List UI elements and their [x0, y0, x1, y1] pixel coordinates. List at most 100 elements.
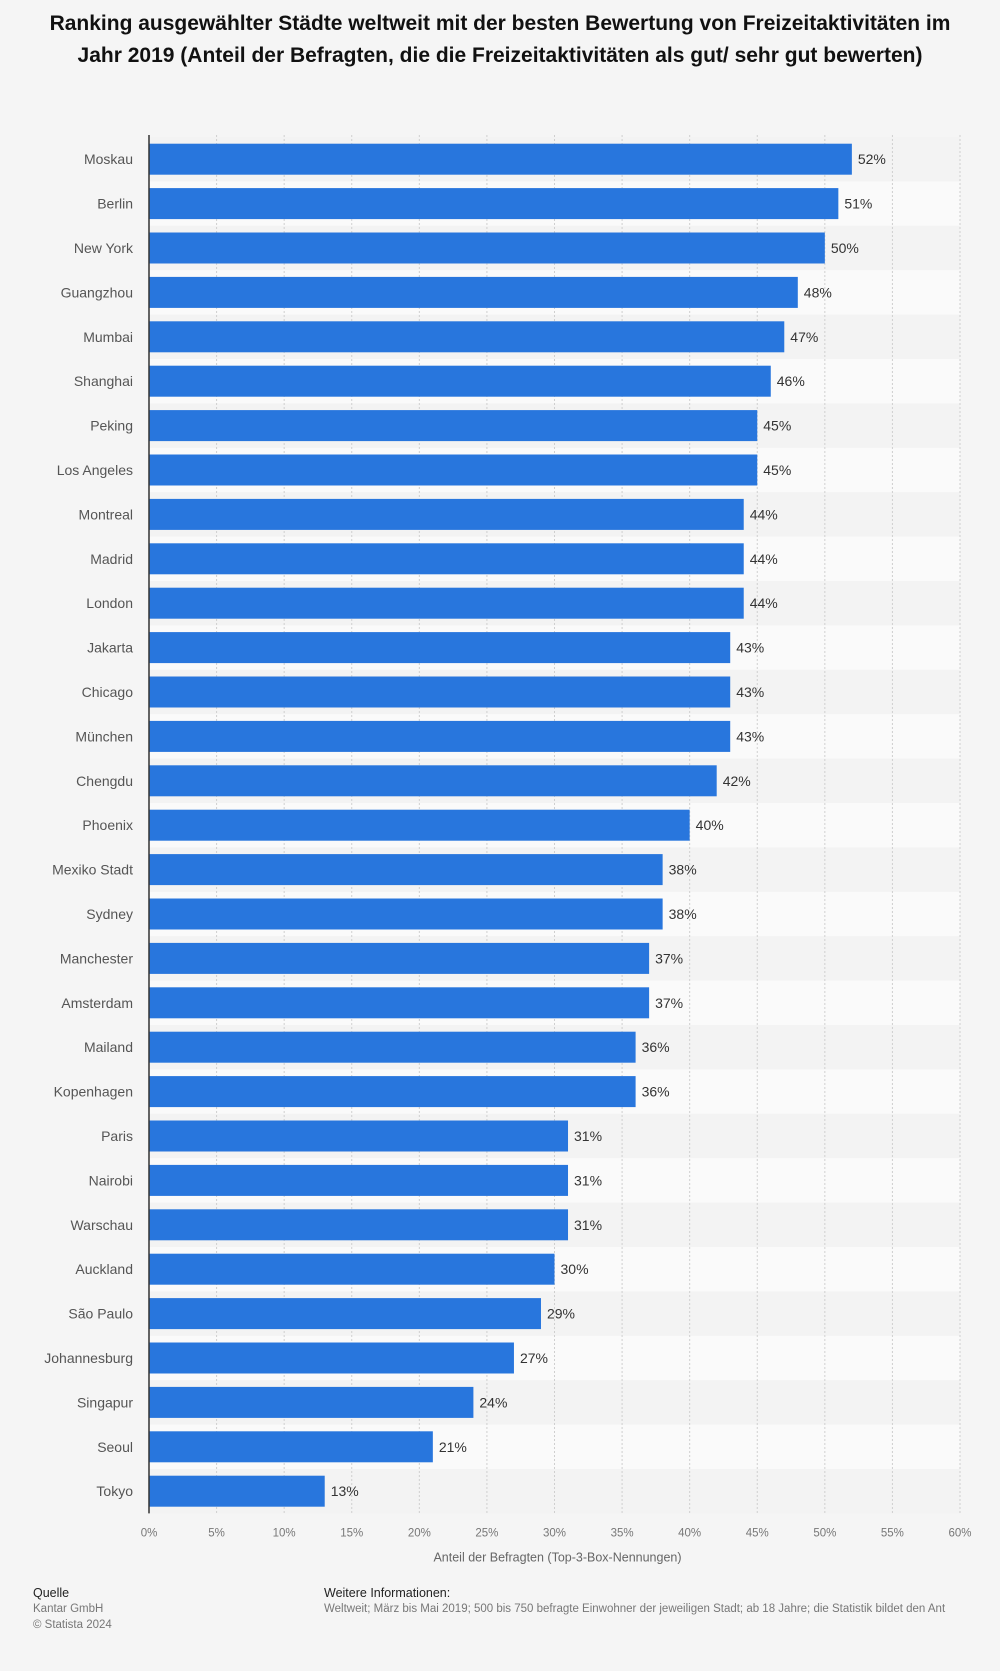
- category-label: Sydney: [86, 906, 133, 922]
- value-label: 30%: [561, 1261, 589, 1277]
- category-label: Mailand: [84, 1039, 133, 1055]
- x-tick-label: 15%: [340, 1527, 363, 1539]
- bar: [149, 1342, 514, 1374]
- value-label: 37%: [655, 995, 683, 1011]
- value-label: 40%: [696, 817, 724, 833]
- value-label: 29%: [547, 1306, 575, 1322]
- category-label: Los Angeles: [57, 462, 133, 478]
- x-axis-title: Anteil der Befragten (Top-3-Box-Nennunge…: [433, 1550, 681, 1564]
- bar: [149, 809, 690, 841]
- category-label: Guangzhou: [61, 284, 133, 300]
- chart-title: Ranking ausgewählter Städte weltweit mit…: [49, 12, 951, 67]
- x-tick-label: 45%: [746, 1527, 769, 1539]
- bar: [149, 1475, 325, 1507]
- x-tick-label: 40%: [678, 1527, 701, 1539]
- bar: [149, 1253, 555, 1285]
- value-label: 46%: [777, 373, 805, 389]
- category-label: London: [86, 595, 133, 611]
- value-label: 44%: [750, 506, 778, 522]
- bar: [149, 1120, 569, 1152]
- value-label: 38%: [669, 906, 697, 922]
- value-label: 48%: [804, 284, 832, 300]
- category-label: Berlin: [97, 196, 133, 212]
- value-label: 31%: [574, 1128, 602, 1144]
- value-label: 13%: [331, 1483, 359, 1499]
- value-label: 27%: [520, 1350, 548, 1366]
- category-label: Shanghai: [74, 373, 133, 389]
- category-label: Chengdu: [76, 773, 133, 789]
- bar: [149, 498, 744, 530]
- x-tick-label: 10%: [273, 1527, 296, 1539]
- category-label: Montreal: [79, 506, 133, 522]
- value-label: 43%: [736, 684, 764, 700]
- value-label: 45%: [763, 462, 791, 478]
- value-label: 36%: [642, 1084, 670, 1100]
- value-label: 36%: [642, 1039, 670, 1055]
- value-label: 24%: [479, 1394, 507, 1410]
- bar: [149, 1076, 636, 1108]
- bar: [149, 410, 758, 442]
- bar: [149, 587, 744, 619]
- value-label: 31%: [574, 1217, 602, 1233]
- category-label: Jakarta: [87, 640, 133, 656]
- category-label: Mumbai: [83, 329, 133, 345]
- bar: [149, 898, 663, 930]
- x-tick-label: 0%: [141, 1527, 158, 1539]
- bar: [149, 188, 839, 220]
- x-tick-label: 50%: [813, 1527, 836, 1539]
- category-label: München: [75, 728, 133, 744]
- category-label: Amsterdam: [61, 995, 133, 1011]
- bar: [149, 232, 825, 264]
- value-label: 43%: [736, 640, 764, 656]
- category-label: Warschau: [70, 1217, 133, 1233]
- bar: [149, 1386, 474, 1418]
- value-label: 21%: [439, 1439, 467, 1455]
- x-tick-label: 20%: [408, 1527, 431, 1539]
- bar: [149, 942, 650, 974]
- category-label: Manchester: [60, 950, 133, 966]
- bar: [149, 1431, 433, 1463]
- category-label: São Paulo: [68, 1306, 133, 1322]
- category-label: Peking: [90, 418, 133, 434]
- value-label: 45%: [763, 418, 791, 434]
- category-label: Seoul: [97, 1439, 133, 1455]
- value-label: 51%: [844, 196, 872, 212]
- bar: [149, 1031, 636, 1063]
- category-label: Auckland: [75, 1261, 133, 1277]
- info-heading: Weitere Informationen:: [324, 1586, 451, 1600]
- footer-source: Quelle Kantar GmbH © Statista 2024: [33, 1585, 283, 1633]
- source-name: Kantar GmbH: [33, 1603, 104, 1615]
- info-text: Weltweit; März bis Mai 2019; 500 bis 750…: [324, 1603, 946, 1615]
- bar: [149, 1209, 569, 1241]
- value-label: 44%: [750, 595, 778, 611]
- category-label: Singapur: [77, 1394, 133, 1410]
- bar: [149, 321, 785, 353]
- source-heading: Quelle: [33, 1586, 70, 1600]
- category-label: Johannesburg: [44, 1350, 133, 1366]
- category-label: Chicago: [82, 684, 134, 700]
- category-label: Kopenhagen: [54, 1084, 133, 1100]
- category-label: Nairobi: [89, 1172, 133, 1188]
- value-label: 50%: [831, 240, 859, 256]
- x-tick-label: 25%: [475, 1527, 498, 1539]
- x-tick-label: 55%: [881, 1527, 904, 1539]
- bar: [149, 143, 852, 175]
- value-label: 38%: [669, 862, 697, 878]
- value-label: 37%: [655, 950, 683, 966]
- bar: [149, 454, 758, 486]
- copyright: © Statista 2024: [33, 1619, 112, 1631]
- x-tick-label: 35%: [611, 1527, 634, 1539]
- value-label: 31%: [574, 1172, 602, 1188]
- bar: [149, 543, 744, 575]
- value-label: 47%: [790, 329, 818, 345]
- category-label: Phoenix: [82, 817, 133, 833]
- bar: [149, 854, 663, 886]
- bar: [149, 676, 731, 708]
- bar: [149, 1164, 569, 1196]
- bar: [149, 632, 731, 664]
- bar: [149, 1298, 541, 1330]
- bar: [149, 765, 717, 797]
- value-label: 44%: [750, 551, 778, 567]
- category-label: Paris: [101, 1128, 133, 1144]
